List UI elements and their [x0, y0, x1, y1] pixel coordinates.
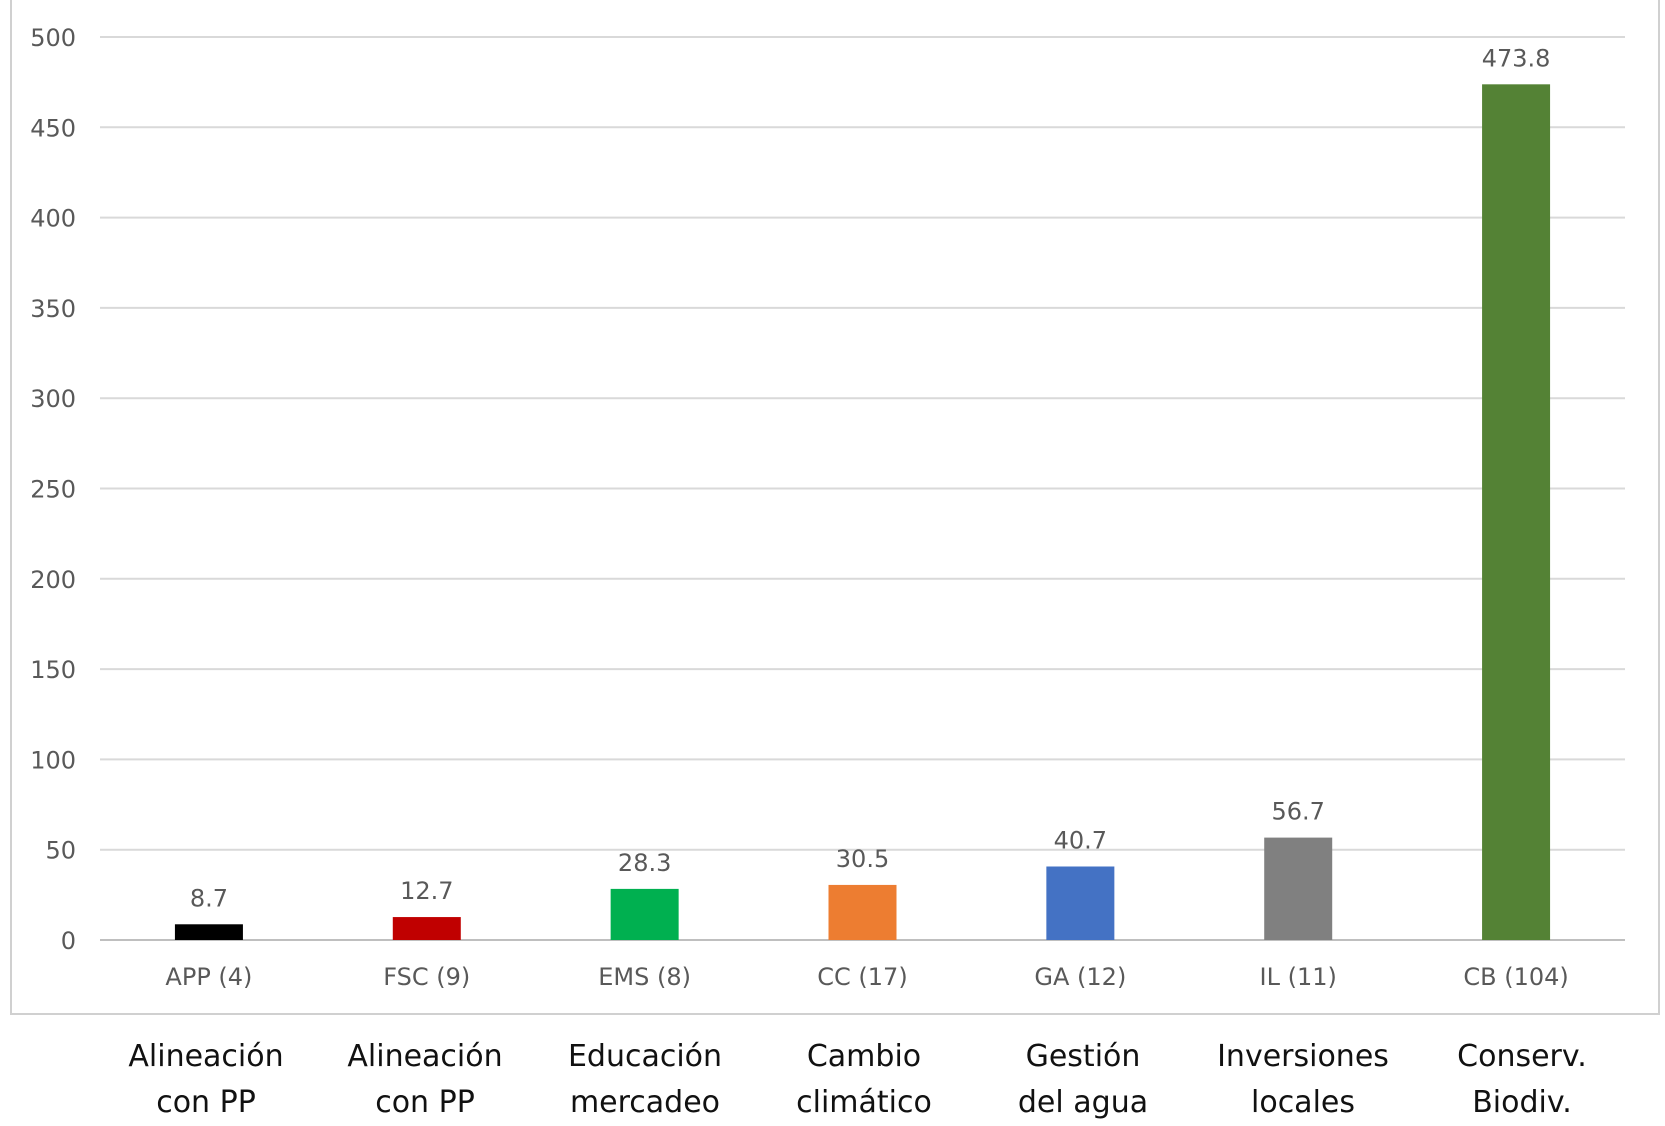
y-tick-label: 500: [30, 24, 76, 52]
category-description-line: Gestión: [1025, 1039, 1141, 1074]
data-label: 473.8: [1482, 44, 1551, 72]
category-description-il: Inversiones locales: [1193, 1034, 1413, 1126]
y-tick-label: 200: [30, 566, 76, 594]
x-tick-label: APP (4): [165, 963, 252, 991]
data-label: 28.3: [618, 849, 671, 877]
y-tick-label: 50: [45, 837, 76, 865]
bar-chart: 0 50 100 150 200 250 300 350 400 450 500 8.7 12.7 28…: [30, 24, 1625, 991]
bar: [392, 917, 461, 940]
data-label: 8.7: [190, 884, 228, 912]
category-description-fsc: Alineación con PP: [315, 1034, 535, 1126]
x-tick-label: FSC (9): [383, 963, 470, 991]
x-tick-label: CC (17): [817, 963, 907, 991]
category-description-cc: Cambio climático: [754, 1034, 974, 1126]
category-description-line: climático: [796, 1085, 932, 1120]
category-description-ga: Gestión del agua: [973, 1034, 1193, 1126]
category-description-line: locales: [1251, 1085, 1355, 1120]
bar: [1264, 837, 1333, 940]
bars: [174, 84, 1551, 940]
category-description-line: del agua: [1017, 1085, 1149, 1120]
y-tick-label: 0: [61, 927, 76, 955]
category-description-line: con PP: [375, 1085, 475, 1120]
y-tick-label: 300: [30, 385, 76, 413]
x-tick-label: EMS (8): [598, 963, 691, 991]
y-tick-label: 350: [30, 295, 76, 323]
category-description-ems: Educación mercadeo: [535, 1034, 755, 1126]
category-description-line: Cambio: [806, 1039, 922, 1074]
bar: [174, 924, 243, 940]
category-description-line: Alineación: [128, 1039, 284, 1074]
x-tick-label: CB (104): [1463, 963, 1568, 991]
bar: [828, 884, 897, 940]
x-axis-ticks: APP (4) FSC (9) EMS (8) CC (17) GA (12) IL (1…: [165, 963, 1568, 991]
bar: [1046, 866, 1115, 940]
data-label: 56.7: [1271, 798, 1324, 826]
y-tick-label: 250: [30, 476, 76, 504]
category-description-line: con PP: [156, 1085, 256, 1120]
data-label: 12.7: [400, 877, 453, 905]
gridlines: [100, 36, 1625, 941]
category-description-line: Alineación: [347, 1039, 503, 1074]
chart-frame: [10, 0, 1660, 1015]
data-label: 40.7: [1054, 826, 1107, 854]
category-description-line: Conserv.: [1457, 1039, 1587, 1074]
y-tick-label: 100: [30, 746, 76, 774]
category-description-line: Biodiv.: [1472, 1085, 1572, 1120]
data-labels: 8.7 12.7 28.3 30.5 40.7 56.7 473.8: [190, 44, 1551, 912]
bar: [1482, 84, 1551, 940]
category-description-cb: Conserv. Biodiv.: [1412, 1034, 1632, 1126]
x-tick-label: IL (11): [1260, 963, 1337, 991]
category-description-app: Alineación con PP: [96, 1034, 316, 1126]
y-axis-ticks: 0 50 100 150 200 250 300 350 400 450 500: [30, 24, 76, 955]
y-tick-label: 400: [30, 205, 76, 233]
bar: [610, 888, 679, 940]
y-tick-label: 150: [30, 656, 76, 684]
category-description-line: Inversiones: [1217, 1039, 1389, 1074]
category-description-line: mercadeo: [569, 1085, 721, 1120]
category-description-line: Educación: [567, 1039, 723, 1074]
data-label: 30.5: [836, 845, 889, 873]
x-tick-label: GA (12): [1034, 963, 1126, 991]
y-tick-label: 450: [30, 114, 76, 142]
